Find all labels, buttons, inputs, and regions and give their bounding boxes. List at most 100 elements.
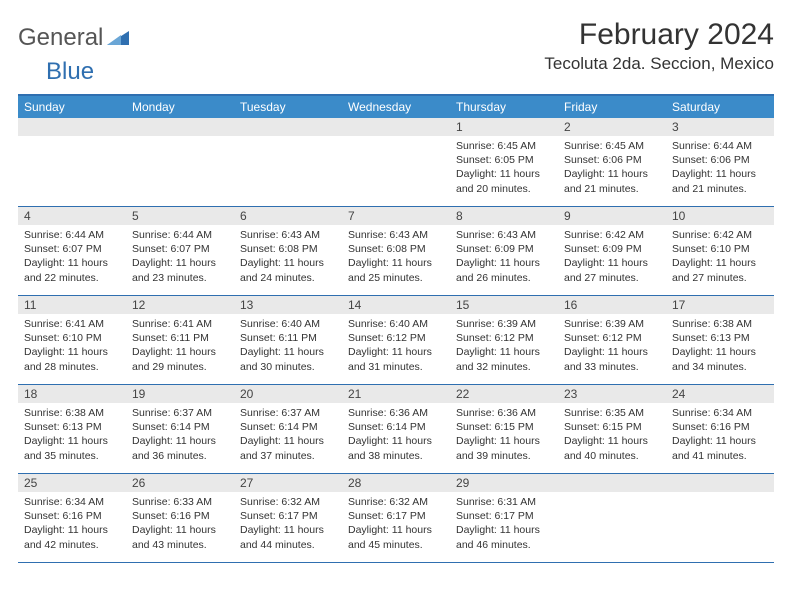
sunrise-text: Sunrise: 6:42 AM xyxy=(564,228,660,242)
daylight-text: Daylight: 11 hours and 21 minutes. xyxy=(672,167,768,195)
day-cell-12: 12Sunrise: 6:41 AMSunset: 6:11 PMDayligh… xyxy=(126,296,234,384)
sunset-text: Sunset: 6:05 PM xyxy=(456,153,552,167)
sunrise-text: Sunrise: 6:37 AM xyxy=(132,406,228,420)
sunset-text: Sunset: 6:10 PM xyxy=(24,331,120,345)
day-body xyxy=(126,136,234,145)
brand-part1: General xyxy=(18,24,103,52)
day-cell-20: 20Sunrise: 6:37 AMSunset: 6:14 PMDayligh… xyxy=(234,385,342,473)
day-number: 23 xyxy=(558,385,666,403)
sunrise-text: Sunrise: 6:32 AM xyxy=(348,495,444,509)
sunrise-text: Sunrise: 6:38 AM xyxy=(24,406,120,420)
day-number: 10 xyxy=(666,207,774,225)
week-row: 18Sunrise: 6:38 AMSunset: 6:13 PMDayligh… xyxy=(18,385,774,474)
day-number: 1 xyxy=(450,118,558,136)
empty-day-cell xyxy=(558,474,666,562)
day-cell-1: 1Sunrise: 6:45 AMSunset: 6:05 PMDaylight… xyxy=(450,118,558,206)
daylight-text: Daylight: 11 hours and 23 minutes. xyxy=(132,256,228,284)
sunset-text: Sunset: 6:13 PM xyxy=(24,420,120,434)
calendar-grid: SundayMondayTuesdayWednesdayThursdayFrid… xyxy=(18,94,774,563)
daylight-text: Daylight: 11 hours and 24 minutes. xyxy=(240,256,336,284)
day-number: 26 xyxy=(126,474,234,492)
day-body: Sunrise: 6:45 AMSunset: 6:06 PMDaylight:… xyxy=(558,136,666,202)
day-body: Sunrise: 6:43 AMSunset: 6:09 PMDaylight:… xyxy=(450,225,558,291)
day-number: 29 xyxy=(450,474,558,492)
day-number: 17 xyxy=(666,296,774,314)
week-row: 11Sunrise: 6:41 AMSunset: 6:10 PMDayligh… xyxy=(18,296,774,385)
daylight-text: Daylight: 11 hours and 37 minutes. xyxy=(240,434,336,462)
sunset-text: Sunset: 6:14 PM xyxy=(348,420,444,434)
daylight-text: Daylight: 11 hours and 36 minutes. xyxy=(132,434,228,462)
sunset-text: Sunset: 6:17 PM xyxy=(240,509,336,523)
sunrise-text: Sunrise: 6:33 AM xyxy=(132,495,228,509)
day-number: 16 xyxy=(558,296,666,314)
daylight-text: Daylight: 11 hours and 31 minutes. xyxy=(348,345,444,373)
day-body: Sunrise: 6:32 AMSunset: 6:17 PMDaylight:… xyxy=(234,492,342,558)
daylight-text: Daylight: 11 hours and 44 minutes. xyxy=(240,523,336,551)
day-body: Sunrise: 6:40 AMSunset: 6:11 PMDaylight:… xyxy=(234,314,342,380)
day-body: Sunrise: 6:32 AMSunset: 6:17 PMDaylight:… xyxy=(342,492,450,558)
daylight-text: Daylight: 11 hours and 22 minutes. xyxy=(24,256,120,284)
sunset-text: Sunset: 6:14 PM xyxy=(132,420,228,434)
weekday-saturday: Saturday xyxy=(666,96,774,118)
calendar-page: General February 2024 Tecoluta 2da. Secc… xyxy=(0,0,792,563)
title-block: February 2024 Tecoluta 2da. Seccion, Mex… xyxy=(544,18,774,74)
day-cell-4: 4Sunrise: 6:44 AMSunset: 6:07 PMDaylight… xyxy=(18,207,126,295)
daylight-text: Daylight: 11 hours and 20 minutes. xyxy=(456,167,552,195)
location-label: Tecoluta 2da. Seccion, Mexico xyxy=(544,54,774,74)
sunrise-text: Sunrise: 6:36 AM xyxy=(456,406,552,420)
day-cell-16: 16Sunrise: 6:39 AMSunset: 6:12 PMDayligh… xyxy=(558,296,666,384)
day-number: 27 xyxy=(234,474,342,492)
day-number: 8 xyxy=(450,207,558,225)
weeks-container: 1Sunrise: 6:45 AMSunset: 6:05 PMDaylight… xyxy=(18,118,774,563)
daylight-text: Daylight: 11 hours and 27 minutes. xyxy=(564,256,660,284)
day-cell-29: 29Sunrise: 6:31 AMSunset: 6:17 PMDayligh… xyxy=(450,474,558,562)
day-body xyxy=(342,136,450,145)
weekday-header-row: SundayMondayTuesdayWednesdayThursdayFrid… xyxy=(18,96,774,118)
day-body: Sunrise: 6:37 AMSunset: 6:14 PMDaylight:… xyxy=(234,403,342,469)
day-body: Sunrise: 6:42 AMSunset: 6:10 PMDaylight:… xyxy=(666,225,774,291)
weekday-wednesday: Wednesday xyxy=(342,96,450,118)
logo-triangle-icon xyxy=(107,24,129,52)
brand-logo: General xyxy=(18,18,131,52)
day-cell-7: 7Sunrise: 6:43 AMSunset: 6:08 PMDaylight… xyxy=(342,207,450,295)
day-body: Sunrise: 6:44 AMSunset: 6:06 PMDaylight:… xyxy=(666,136,774,202)
day-cell-22: 22Sunrise: 6:36 AMSunset: 6:15 PMDayligh… xyxy=(450,385,558,473)
day-body xyxy=(666,492,774,501)
sunrise-text: Sunrise: 6:42 AM xyxy=(672,228,768,242)
sunrise-text: Sunrise: 6:34 AM xyxy=(672,406,768,420)
sunset-text: Sunset: 6:08 PM xyxy=(240,242,336,256)
week-row: 25Sunrise: 6:34 AMSunset: 6:16 PMDayligh… xyxy=(18,474,774,563)
day-number xyxy=(558,474,666,492)
daylight-text: Daylight: 11 hours and 21 minutes. xyxy=(564,167,660,195)
weekday-monday: Monday xyxy=(126,96,234,118)
weekday-sunday: Sunday xyxy=(18,96,126,118)
daylight-text: Daylight: 11 hours and 27 minutes. xyxy=(672,256,768,284)
day-body: Sunrise: 6:31 AMSunset: 6:17 PMDaylight:… xyxy=(450,492,558,558)
month-title: February 2024 xyxy=(544,18,774,52)
sunset-text: Sunset: 6:09 PM xyxy=(456,242,552,256)
day-number: 13 xyxy=(234,296,342,314)
day-body: Sunrise: 6:38 AMSunset: 6:13 PMDaylight:… xyxy=(18,403,126,469)
sunset-text: Sunset: 6:12 PM xyxy=(564,331,660,345)
sunrise-text: Sunrise: 6:43 AM xyxy=(240,228,336,242)
day-number: 24 xyxy=(666,385,774,403)
daylight-text: Daylight: 11 hours and 29 minutes. xyxy=(132,345,228,373)
day-number xyxy=(666,474,774,492)
sunset-text: Sunset: 6:16 PM xyxy=(24,509,120,523)
sunset-text: Sunset: 6:08 PM xyxy=(348,242,444,256)
day-body: Sunrise: 6:39 AMSunset: 6:12 PMDaylight:… xyxy=(558,314,666,380)
sunset-text: Sunset: 6:16 PM xyxy=(132,509,228,523)
empty-day-cell xyxy=(126,118,234,206)
sunrise-text: Sunrise: 6:39 AM xyxy=(564,317,660,331)
day-body: Sunrise: 6:45 AMSunset: 6:05 PMDaylight:… xyxy=(450,136,558,202)
day-cell-14: 14Sunrise: 6:40 AMSunset: 6:12 PMDayligh… xyxy=(342,296,450,384)
day-cell-19: 19Sunrise: 6:37 AMSunset: 6:14 PMDayligh… xyxy=(126,385,234,473)
day-body: Sunrise: 6:43 AMSunset: 6:08 PMDaylight:… xyxy=(234,225,342,291)
daylight-text: Daylight: 11 hours and 40 minutes. xyxy=(564,434,660,462)
daylight-text: Daylight: 11 hours and 42 minutes. xyxy=(24,523,120,551)
daylight-text: Daylight: 11 hours and 25 minutes. xyxy=(348,256,444,284)
day-body: Sunrise: 6:40 AMSunset: 6:12 PMDaylight:… xyxy=(342,314,450,380)
daylight-text: Daylight: 11 hours and 26 minutes. xyxy=(456,256,552,284)
sunset-text: Sunset: 6:17 PM xyxy=(348,509,444,523)
day-cell-3: 3Sunrise: 6:44 AMSunset: 6:06 PMDaylight… xyxy=(666,118,774,206)
